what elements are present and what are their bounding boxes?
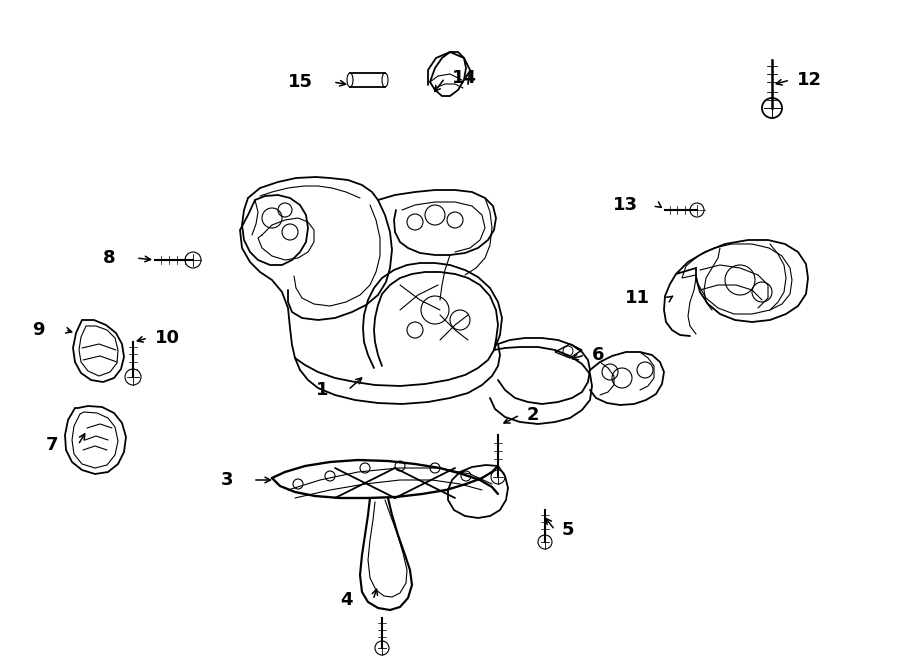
Text: 1: 1 xyxy=(316,381,328,399)
Text: 13: 13 xyxy=(613,196,638,214)
Text: 10: 10 xyxy=(155,329,180,347)
Text: 8: 8 xyxy=(104,249,116,267)
Text: 2: 2 xyxy=(527,406,539,424)
Text: 14: 14 xyxy=(452,69,477,87)
Text: 6: 6 xyxy=(592,346,605,364)
Text: 9: 9 xyxy=(32,321,45,339)
Text: 7: 7 xyxy=(46,436,58,454)
Text: 11: 11 xyxy=(625,289,650,307)
Text: 3: 3 xyxy=(220,471,233,489)
Text: 4: 4 xyxy=(340,591,353,609)
Text: 15: 15 xyxy=(288,73,313,91)
Text: 12: 12 xyxy=(797,71,822,89)
Text: 5: 5 xyxy=(562,521,574,539)
